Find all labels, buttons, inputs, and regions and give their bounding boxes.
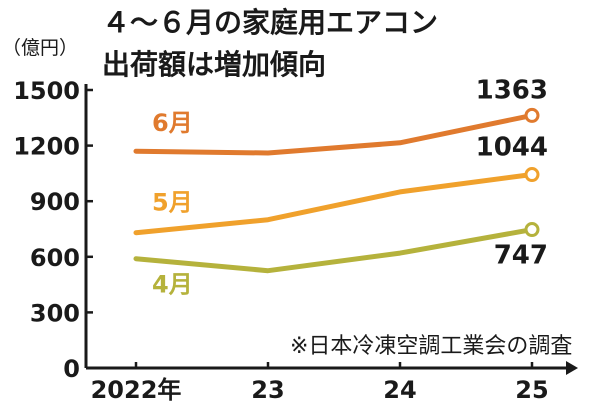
series-end-marker: [524, 167, 540, 183]
labels-group: 6月 1363 5月 1044 4月 747: [152, 75, 548, 298]
series-name-label: 4月: [152, 271, 193, 299]
chart-title-line-2: 出荷額は増加傾向: [102, 48, 326, 81]
series-end-value-label: 1044: [476, 133, 548, 163]
axes-group: 0 300 600 900 1200 1500 2022年 23 24 25: [13, 77, 578, 404]
y-tick-label: 300: [30, 299, 80, 327]
y-tick-label: 0: [63, 355, 80, 383]
y-axis-unit-label: （億円）: [2, 37, 78, 59]
y-tick-label: 1500: [13, 77, 80, 105]
series-end-marker: [524, 107, 540, 123]
series-group: [133, 107, 540, 274]
series-name-label: 6月: [152, 109, 193, 137]
x-tick-label: 2022年: [91, 376, 182, 404]
series-line-2: [133, 172, 535, 236]
series-name-label: 5月: [152, 189, 193, 217]
series-line-3: [133, 227, 535, 274]
y-tick-label: 900: [30, 188, 80, 216]
x-tick-label: 25: [515, 376, 548, 404]
source-note: ※日本冷凍空調工業会の調査: [290, 334, 572, 359]
x-tick-label: 24: [383, 376, 416, 404]
series-end-marker: [524, 222, 540, 238]
series-end-value-label: 1363: [476, 75, 548, 105]
series-line-1: [133, 112, 535, 156]
chart-title-line-1: ４～６月の家庭用エアコン: [102, 6, 438, 39]
x-tick-label: 23: [251, 376, 284, 404]
series-end-value-label: 747: [494, 241, 548, 271]
y-tick-label: 1200: [13, 133, 80, 161]
y-tick-label: 600: [30, 244, 80, 272]
x-axis-arrow: [566, 361, 578, 375]
